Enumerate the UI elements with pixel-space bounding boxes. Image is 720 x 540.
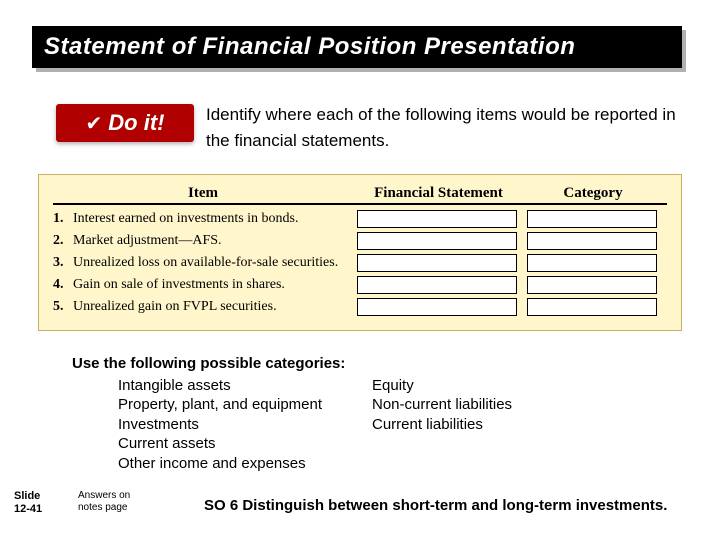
category-input[interactable] bbox=[527, 210, 657, 228]
categories-block: Use the following possible categories: I… bbox=[72, 354, 592, 473]
row-item: Gain on sale of investments in shares. bbox=[73, 277, 353, 293]
categories-column-2: Equity Non-current liabilities Current l… bbox=[372, 376, 592, 474]
category-input[interactable] bbox=[527, 232, 657, 250]
doit-badge: ✔ Do it! bbox=[56, 104, 194, 142]
row-number: 2. bbox=[53, 233, 73, 249]
category-option: Equity bbox=[372, 376, 592, 396]
slide-number-value: 12-41 bbox=[14, 503, 42, 516]
table-row: 3. Unrealized loss on available-for-sale… bbox=[53, 252, 667, 274]
row-item: Unrealized gain on FVPL securities. bbox=[73, 299, 353, 315]
categories-heading: Use the following possible categories: bbox=[72, 354, 592, 374]
category-option: Current liabilities bbox=[372, 415, 592, 435]
table-row: 4. Gain on sale of investments in shares… bbox=[53, 274, 667, 296]
table-header-row: Item Financial Statement Category bbox=[53, 185, 667, 205]
category-option: Property, plant, and equipment bbox=[118, 395, 372, 415]
categories-column-1: Intangible assets Property, plant, and e… bbox=[72, 376, 372, 474]
category-option: Non-current liabilities bbox=[372, 395, 592, 415]
table-row: 2. Market adjustment—AFS. bbox=[53, 230, 667, 252]
table-row: 1. Interest earned on investments in bon… bbox=[53, 208, 667, 230]
financial-statement-input[interactable] bbox=[357, 232, 517, 250]
slide-number: Slide 12-41 bbox=[14, 490, 42, 516]
header-financial-statement: Financial Statement bbox=[353, 185, 523, 202]
row-item: Market adjustment—AFS. bbox=[73, 233, 353, 249]
row-number: 4. bbox=[53, 277, 73, 293]
row-number: 1. bbox=[53, 211, 73, 227]
table-row: 5. Unrealized gain on FVPL securities. bbox=[53, 296, 667, 318]
category-input[interactable] bbox=[527, 254, 657, 272]
financial-statement-input[interactable] bbox=[357, 298, 517, 316]
page-title: Statement of Financial Position Presenta… bbox=[32, 26, 682, 68]
items-table: Item Financial Statement Category 1. Int… bbox=[38, 174, 682, 331]
answers-note: Answers on notes page bbox=[78, 490, 130, 514]
category-option: Intangible assets bbox=[118, 376, 372, 396]
row-number: 5. bbox=[53, 299, 73, 315]
row-item: Unrealized loss on available-for-sale se… bbox=[73, 255, 353, 271]
financial-statement-input[interactable] bbox=[357, 254, 517, 272]
category-option: Investments bbox=[118, 415, 372, 435]
financial-statement-input[interactable] bbox=[357, 276, 517, 294]
category-option: Other income and expenses bbox=[118, 454, 372, 474]
doit-label: Do it! bbox=[108, 110, 164, 136]
instruction-text: Identify where each of the following ite… bbox=[206, 102, 686, 155]
category-option: Current assets bbox=[118, 434, 372, 454]
answers-note-line: notes page bbox=[78, 502, 130, 514]
row-item: Interest earned on investments in bonds. bbox=[73, 211, 353, 227]
slide-number-label: Slide bbox=[14, 490, 42, 503]
category-input[interactable] bbox=[527, 276, 657, 294]
study-objective: SO 6 Distinguish between short-term and … bbox=[204, 497, 667, 514]
check-icon: ✔ bbox=[86, 111, 103, 136]
header-item: Item bbox=[53, 185, 353, 202]
row-number: 3. bbox=[53, 255, 73, 271]
title-banner: Statement of Financial Position Presenta… bbox=[32, 26, 688, 72]
financial-statement-input[interactable] bbox=[357, 210, 517, 228]
category-input[interactable] bbox=[527, 298, 657, 316]
answers-note-line: Answers on bbox=[78, 490, 130, 502]
header-category: Category bbox=[523, 185, 663, 202]
